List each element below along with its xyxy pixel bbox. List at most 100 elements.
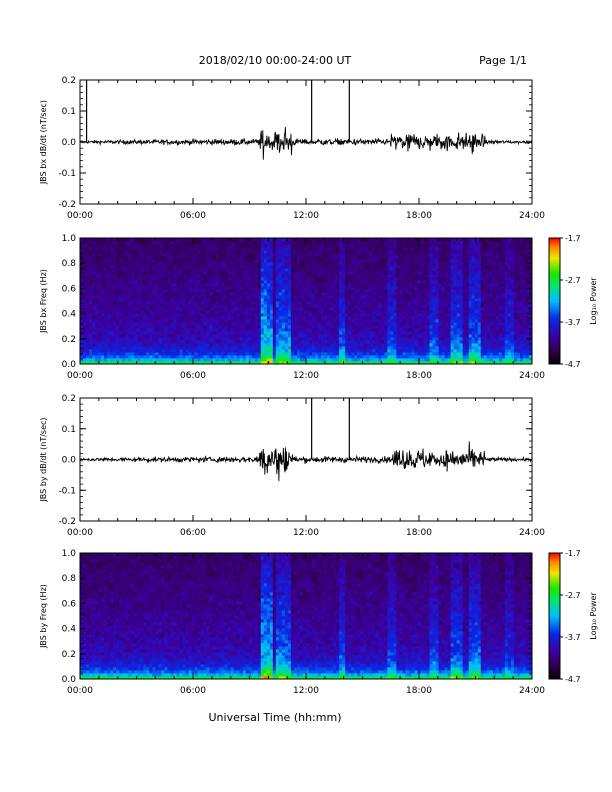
spectrogram-cell bbox=[227, 274, 232, 278]
spectrogram-cell bbox=[402, 265, 406, 269]
spectrogram-cell bbox=[321, 268, 325, 272]
spectrogram-cell bbox=[254, 286, 259, 290]
spectrogram-cell bbox=[287, 307, 292, 311]
spectrogram-cell bbox=[321, 274, 325, 278]
spectrogram-cell bbox=[278, 253, 283, 257]
spectrogram-cell bbox=[396, 307, 400, 311]
spectrogram-cell bbox=[269, 346, 274, 350]
spectrogram-cell bbox=[272, 298, 277, 302]
spectrogram-cell bbox=[321, 241, 325, 245]
spectrogram-cell bbox=[336, 310, 340, 314]
spectrogram-cell bbox=[399, 328, 403, 332]
spectrogram-cell bbox=[306, 262, 310, 266]
spectrogram-cell bbox=[336, 355, 340, 359]
spectrogram-cell bbox=[119, 265, 123, 269]
spectrogram-cell bbox=[360, 292, 364, 296]
spectrogram-cell bbox=[405, 331, 409, 335]
spectrogram-cell bbox=[369, 295, 373, 299]
spectrogram-cell bbox=[200, 289, 204, 293]
spectrogram-cell bbox=[128, 337, 132, 341]
spectrogram-cell bbox=[173, 259, 177, 263]
spectrogram-cell bbox=[330, 361, 334, 365]
spectrogram-cell bbox=[408, 268, 412, 272]
spectrogram-cell bbox=[330, 283, 334, 287]
spectrogram-cell bbox=[281, 250, 286, 254]
spectrogram-cell bbox=[98, 271, 102, 275]
spectrogram-cell bbox=[218, 304, 223, 308]
spectrogram-cell bbox=[83, 358, 87, 362]
spectrogram-cell bbox=[209, 286, 213, 290]
spectrogram-cell bbox=[378, 295, 382, 299]
spectrogram-cell bbox=[351, 241, 355, 245]
spectrogram-cell bbox=[369, 316, 373, 320]
spectrogram-cell bbox=[296, 355, 301, 359]
spectrogram-cell bbox=[330, 322, 334, 326]
spectrogram-cell bbox=[197, 334, 201, 338]
spectrogram-cell bbox=[152, 241, 156, 245]
spectrogram-cell bbox=[324, 244, 328, 248]
spectrogram-cell bbox=[116, 358, 120, 362]
spectrogram-cell bbox=[281, 253, 286, 257]
spectrogram-cell bbox=[263, 316, 268, 320]
spectrogram-cell bbox=[215, 349, 220, 353]
spectrogram-cell bbox=[351, 355, 355, 359]
spectrogram-cell bbox=[149, 349, 153, 353]
spectrogram-cell bbox=[263, 358, 268, 362]
spectrogram-cell bbox=[411, 298, 415, 302]
spectrogram-cell bbox=[239, 277, 244, 281]
spectrogram-cell bbox=[399, 352, 403, 356]
spectrogram-cell bbox=[119, 298, 123, 302]
spectrogram-cell bbox=[339, 274, 343, 278]
spectrogram-cell bbox=[176, 358, 180, 362]
spectrogram-cell bbox=[387, 289, 391, 293]
spectrogram-cell bbox=[233, 259, 238, 263]
spectrogram-cell bbox=[354, 289, 358, 293]
spectrogram-cell bbox=[384, 346, 388, 350]
spectrogram-cell bbox=[233, 274, 238, 278]
spectrogram-cell bbox=[390, 286, 394, 290]
spectrogram-cell bbox=[203, 274, 207, 278]
spectrogram-cell bbox=[269, 319, 274, 323]
spectrogram-cell bbox=[414, 346, 418, 350]
spectrogram-cell bbox=[197, 271, 201, 275]
spectrogram-cell bbox=[269, 262, 274, 266]
spectrogram-cell bbox=[369, 361, 373, 365]
spectrogram-cell bbox=[257, 313, 262, 317]
spectrogram-cell bbox=[257, 343, 262, 347]
spectrogram-cell bbox=[287, 352, 292, 356]
spectrogram-cell bbox=[239, 271, 244, 275]
spectrogram-cell bbox=[312, 340, 316, 344]
spectrogram-cell bbox=[188, 310, 192, 314]
spectrogram-cell bbox=[161, 319, 165, 323]
spectrogram-cell bbox=[104, 358, 108, 362]
spectrogram-cell bbox=[381, 250, 385, 254]
spectrogram-cell bbox=[233, 286, 238, 290]
spectrogram-cell bbox=[92, 343, 96, 347]
spectrogram-cell bbox=[330, 310, 334, 314]
spectrogram-cell bbox=[336, 328, 340, 332]
spectrogram-cell bbox=[330, 343, 334, 347]
spectrogram-cell bbox=[221, 361, 226, 365]
spectrogram-cell bbox=[242, 238, 247, 242]
spectrogram-cell bbox=[408, 298, 412, 302]
spectrogram-cell bbox=[387, 316, 391, 320]
spectrogram-cell bbox=[263, 262, 268, 266]
spectrogram-cell bbox=[83, 316, 87, 320]
spectrogram-cell bbox=[315, 244, 319, 248]
spectrogram-cell bbox=[411, 361, 415, 365]
spectrogram-cell bbox=[266, 346, 271, 350]
spectrogram-cell bbox=[420, 301, 424, 305]
spectrogram-cell bbox=[185, 295, 189, 299]
spectrogram-cell bbox=[86, 325, 90, 329]
spectrogram-cell bbox=[209, 262, 213, 266]
spectrogram-cell bbox=[248, 292, 253, 296]
spectrogram-cell bbox=[348, 334, 352, 338]
spectrogram-cell bbox=[345, 253, 349, 257]
spectrogram-cell bbox=[167, 259, 171, 263]
spectrogram-cell bbox=[272, 253, 277, 257]
spectrogram-cell bbox=[296, 307, 301, 311]
spectrogram-cell bbox=[375, 325, 379, 329]
spectrogram-cell bbox=[275, 307, 280, 311]
spectrogram-cell bbox=[299, 319, 304, 323]
spectrogram-cell bbox=[98, 295, 102, 299]
